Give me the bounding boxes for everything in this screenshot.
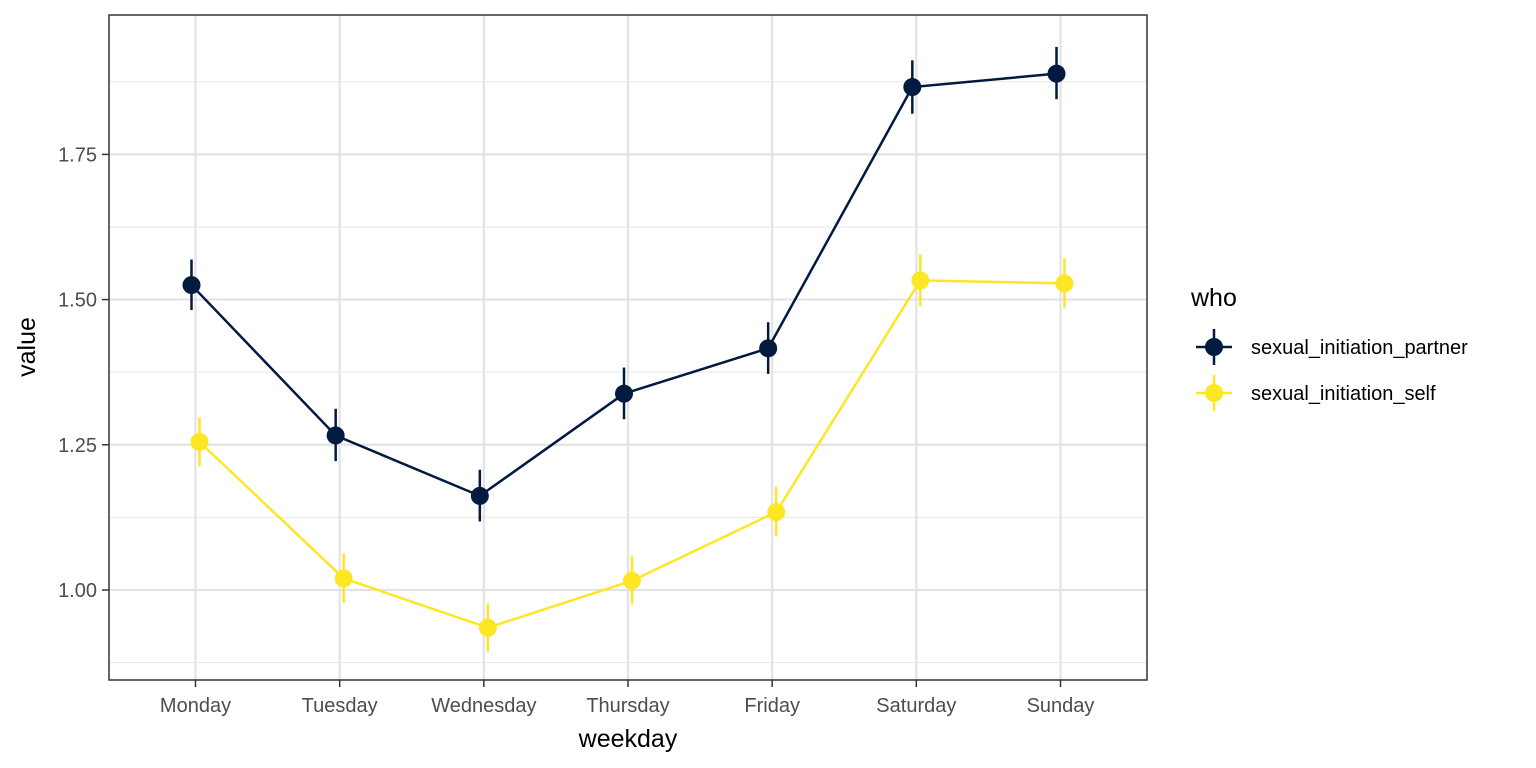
plot-panel — [109, 15, 1147, 680]
data-point — [1055, 274, 1074, 293]
y-axis-title: value — [13, 317, 41, 377]
series-sexual_initiation_self — [190, 254, 1074, 653]
data-point — [478, 618, 497, 637]
x-axis-title: weekday — [578, 725, 678, 753]
data-point — [326, 426, 345, 445]
legend-key-point — [1205, 384, 1223, 402]
legend-key-point — [1205, 338, 1223, 356]
legend-items: sexual_initiation_partner sexual_initiati… — [1196, 329, 1468, 411]
legend-title: who — [1190, 284, 1237, 312]
data-point — [767, 503, 786, 522]
data-point — [911, 271, 930, 290]
y-tick-label: 1.50 — [58, 290, 97, 312]
plot-border — [108, 14, 1148, 681]
data-point — [615, 384, 633, 403]
legend-label: sexual_initiation_self — [1251, 383, 1436, 405]
data-point — [759, 339, 778, 358]
legend-item: sexual_initiation_self — [1196, 375, 1436, 411]
x-tick-label: Saturday — [876, 695, 956, 717]
x-tick-label: Thursday — [586, 695, 669, 717]
x-tick-label: Wednesday — [431, 695, 536, 717]
x-tick-label: Friday — [744, 695, 800, 717]
legend: who sexual_initiation_partnersexual_init… — [1190, 284, 1468, 411]
legend-label: sexual_initiation_partner — [1251, 337, 1468, 359]
x-axis: Monday Tuesday Wednesday Thursday Friday Satu… — [160, 680, 1095, 717]
y-tick-label: 1.25 — [58, 435, 97, 457]
y-tick-label: 1.00 — [58, 580, 97, 602]
y-axis: 1.00 1.25 1.50 1.75 — [58, 144, 109, 602]
x-tick-label: Sunday — [1027, 695, 1095, 717]
data-point — [623, 571, 641, 590]
data-point — [190, 432, 209, 451]
series-layer — [182, 46, 1074, 653]
data-point — [1047, 64, 1066, 83]
y-tick-label: 1.75 — [58, 144, 97, 166]
x-tick-label: Tuesday — [302, 695, 378, 717]
data-point — [903, 78, 922, 97]
legend-item: sexual_initiation_partner — [1196, 329, 1468, 365]
data-point — [470, 486, 489, 505]
x-tick-label: Monday — [160, 695, 231, 717]
data-point — [182, 276, 201, 295]
data-point — [334, 569, 353, 588]
series-sexual_initiation_partner — [182, 46, 1066, 522]
